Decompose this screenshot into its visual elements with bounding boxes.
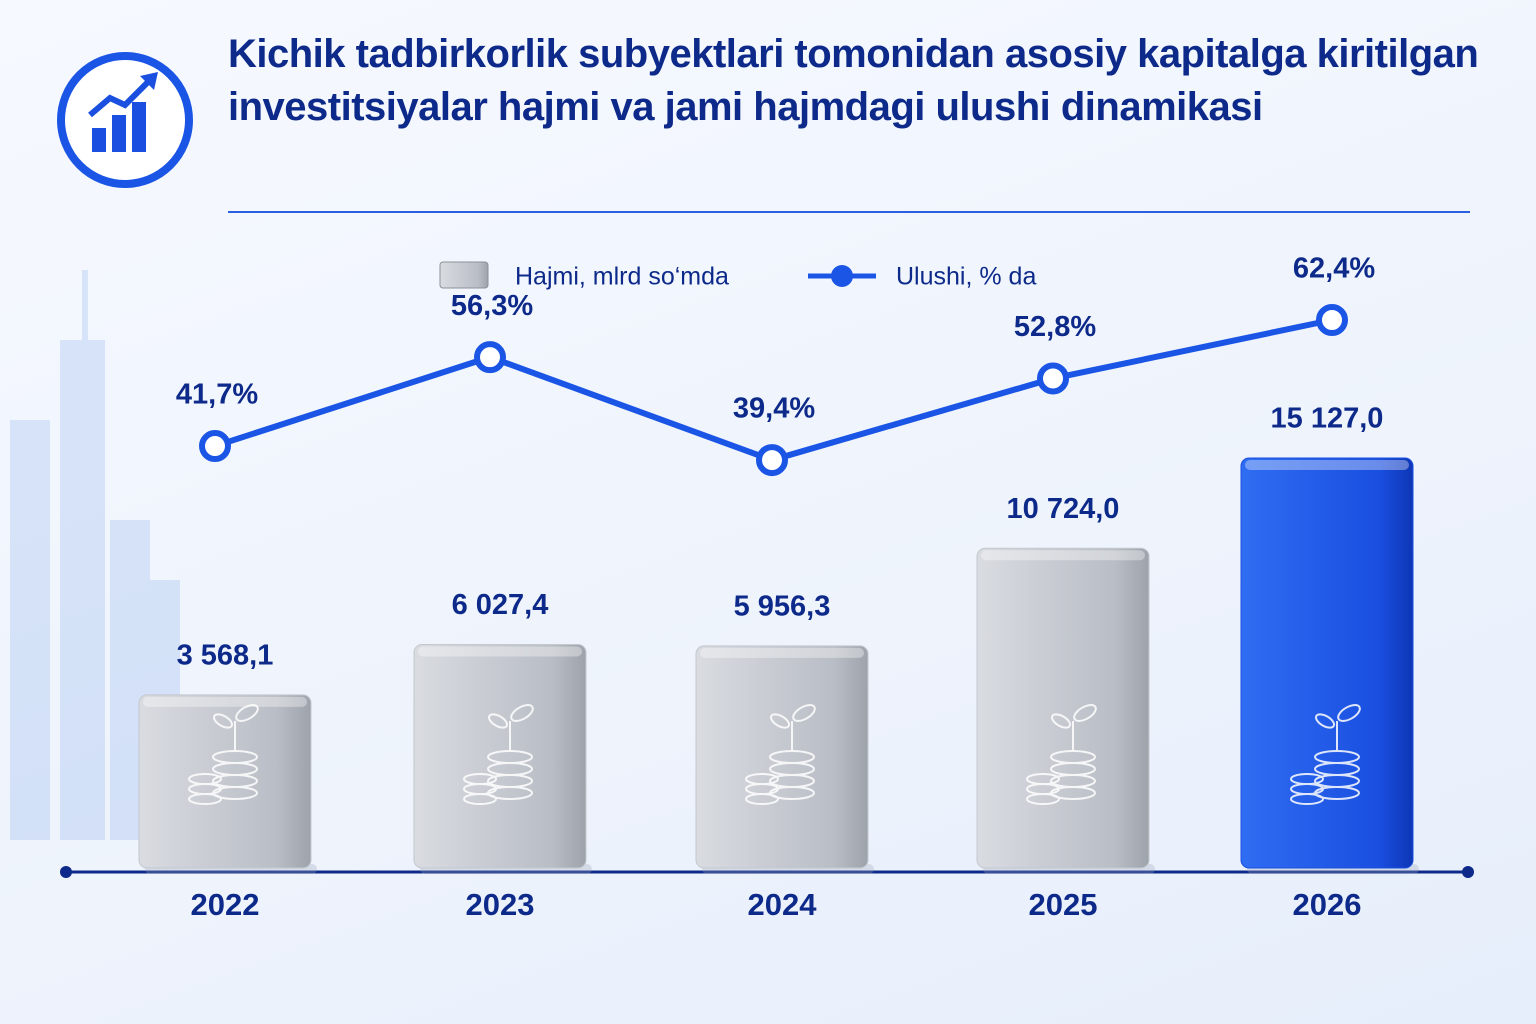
line-point [1316,304,1348,336]
value-label: 39,4% [733,393,815,425]
title-icon [57,52,193,188]
line-point [474,341,506,374]
legend-label: Hajmi, mlrd so‘mda [515,263,729,291]
x-tick-label: 2024 [748,887,818,922]
coin [745,773,779,785]
leaf [487,713,509,729]
bar-top [143,696,307,707]
axis-end [1462,866,1474,878]
value-label: 52,8% [1014,311,1096,343]
leaf [1314,713,1336,729]
bar-top [981,550,1145,561]
bar-top [1245,460,1409,470]
legend-swatch [439,261,489,289]
value-label: 10 724,0 [1007,493,1120,525]
chart-title: Kichik tadbirkorlik subyektlari tomonida… [228,32,1479,129]
value-label: 3 568,1 [177,640,274,672]
bar [413,643,587,869]
leaf [792,704,816,722]
coin [463,773,497,785]
x-tick-label: 2023 [466,887,535,922]
bar [1240,457,1414,869]
leaf [235,704,259,722]
bar-icon [188,704,259,805]
bar [138,694,312,869]
value-label: 62,4% [1293,253,1375,285]
value-label: 41,7% [176,379,258,411]
line-point [199,430,231,463]
leaf [510,704,534,722]
bar-icon [745,704,816,805]
line-point [756,444,788,477]
x-tick-label: 2026 [1293,887,1362,922]
leaf [769,713,791,729]
line [214,317,1333,464]
x-tick-label: 2025 [1029,887,1098,922]
value-label: 56,3% [451,290,533,322]
value-label: 6 027,4 [452,589,549,621]
bar-icon [463,704,534,805]
legend-label: Ulushi, % da [896,263,1036,291]
line-point [1037,362,1069,395]
value-label: 5 956,3 [734,591,831,623]
leaf [1073,704,1097,722]
bar [695,645,869,869]
leaf [1337,704,1361,722]
value-label: 15 127,0 [1271,403,1384,435]
coin [188,773,222,785]
bar-icon [1026,704,1097,805]
coin [1290,773,1324,785]
bar-top [700,647,864,658]
x-tick-label: 2022 [191,887,260,922]
bar [976,547,1150,869]
leaf [212,713,234,729]
bar-top [418,646,582,657]
legend-swatch [831,265,853,287]
bar-icon [1290,704,1361,805]
coin [1026,773,1060,785]
leaf [1050,713,1072,729]
axis-end [60,866,72,878]
